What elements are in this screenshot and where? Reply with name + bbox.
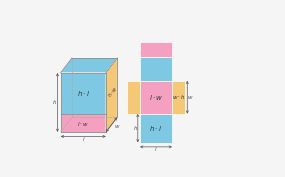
Text: w: w [188, 95, 192, 100]
Polygon shape [61, 73, 106, 114]
Polygon shape [61, 58, 117, 73]
Text: h: h [134, 126, 137, 131]
Text: $h \cdot w$: $h \cdot w$ [105, 84, 119, 99]
Text: h: h [53, 100, 57, 105]
Bar [140, 42, 172, 57]
Bar [127, 81, 140, 114]
Text: $l \cdot w$: $l \cdot w$ [77, 119, 89, 127]
Bar [140, 81, 172, 114]
Text: l: l [155, 147, 157, 152]
Text: $h \cdot l$: $h \cdot l$ [149, 124, 163, 133]
Polygon shape [106, 58, 117, 132]
Bar [172, 81, 185, 114]
Text: $w \cdot h$: $w \cdot h$ [172, 93, 186, 101]
Bar [140, 114, 172, 142]
Text: l: l [83, 137, 84, 142]
Polygon shape [61, 114, 106, 132]
Text: $h \cdot l$: $h \cdot l$ [77, 89, 90, 98]
Text: w: w [114, 124, 119, 129]
Bar [140, 57, 172, 81]
Text: $l \cdot w$: $l \cdot w$ [149, 93, 163, 102]
